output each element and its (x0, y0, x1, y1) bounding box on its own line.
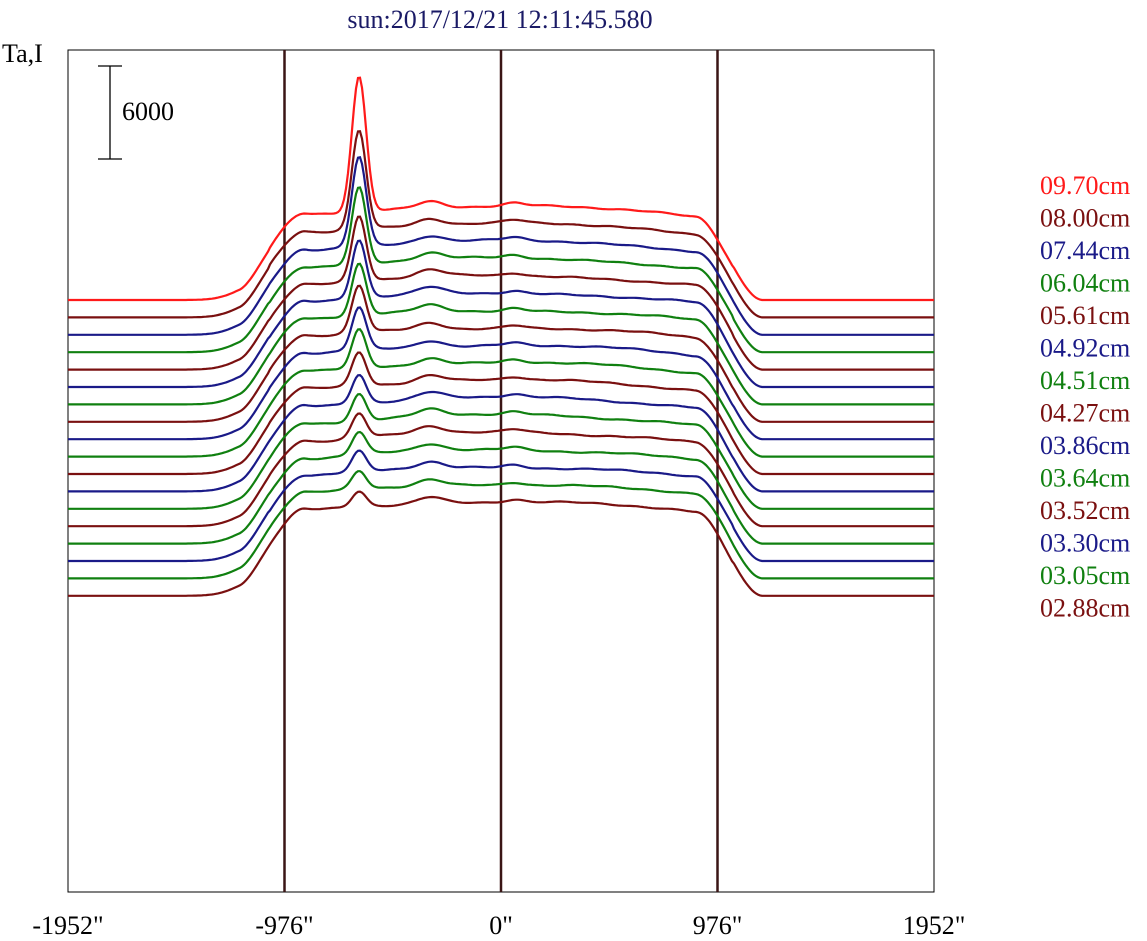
series-line-11 (68, 373, 934, 493)
series-line-8 (68, 306, 934, 441)
x-tick-label-0: -1952" (32, 911, 103, 940)
scale-bar-label: 6000 (122, 97, 174, 126)
series-line-6 (68, 262, 934, 406)
series-line-2 (68, 156, 934, 336)
legend-entry-10: 03.52cm (1040, 496, 1130, 525)
legend-entry-6: 04.51cm (1040, 366, 1130, 395)
legend-entry-5: 04.92cm (1040, 334, 1130, 363)
series-line-16 (68, 470, 934, 580)
series-line-1 (68, 130, 934, 319)
legend-entry-1: 08.00cm (1040, 204, 1130, 233)
series-line-10 (68, 351, 934, 476)
x-tick-labels: -1952" -976" 0" 976" 1952" (32, 911, 965, 940)
series-line-0 (68, 76, 934, 302)
series-line-3 (68, 186, 934, 354)
series-line-5 (68, 239, 934, 389)
series-line-17 (68, 490, 934, 597)
series-curves (68, 76, 934, 597)
series-line-7 (68, 284, 934, 423)
legend-entry-9: 03.64cm (1040, 464, 1130, 493)
series-line-12 (68, 392, 934, 510)
legend-entry-3: 06.04cm (1040, 269, 1130, 298)
legend-entry-12: 03.05cm (1040, 561, 1130, 590)
series-line-4 (68, 215, 934, 371)
series-line-14 (68, 430, 934, 545)
x-tick-label-3: 976" (693, 911, 743, 940)
legend: 09.70cm 08.00cm 07.44cm 06.04cm 05.61cm 04.92… (1040, 171, 1130, 623)
x-tick-label-1: -976" (255, 911, 313, 940)
chart-title: sun:2017/12/21 12:11:45.580 (347, 5, 652, 34)
legend-entry-11: 03.30cm (1040, 529, 1130, 558)
legend-entry-13: 02.88cm (1040, 594, 1130, 623)
x-tick-label-2: 0" (489, 911, 513, 940)
x-tick-label-4: 1952" (903, 911, 966, 940)
series-line-13 (68, 412, 934, 528)
legend-entry-7: 04.27cm (1040, 399, 1130, 428)
legend-entry-2: 07.44cm (1040, 236, 1130, 265)
scale-bar: 6000 (98, 65, 174, 160)
series-line-15 (68, 449, 934, 563)
series-line-9 (68, 328, 934, 458)
reference-lines (283, 50, 719, 892)
y-axis-label: Ta,I (2, 39, 43, 68)
legend-entry-8: 03.86cm (1040, 431, 1130, 460)
legend-entry-4: 05.61cm (1040, 301, 1130, 330)
legend-entry-0: 09.70cm (1040, 171, 1130, 200)
